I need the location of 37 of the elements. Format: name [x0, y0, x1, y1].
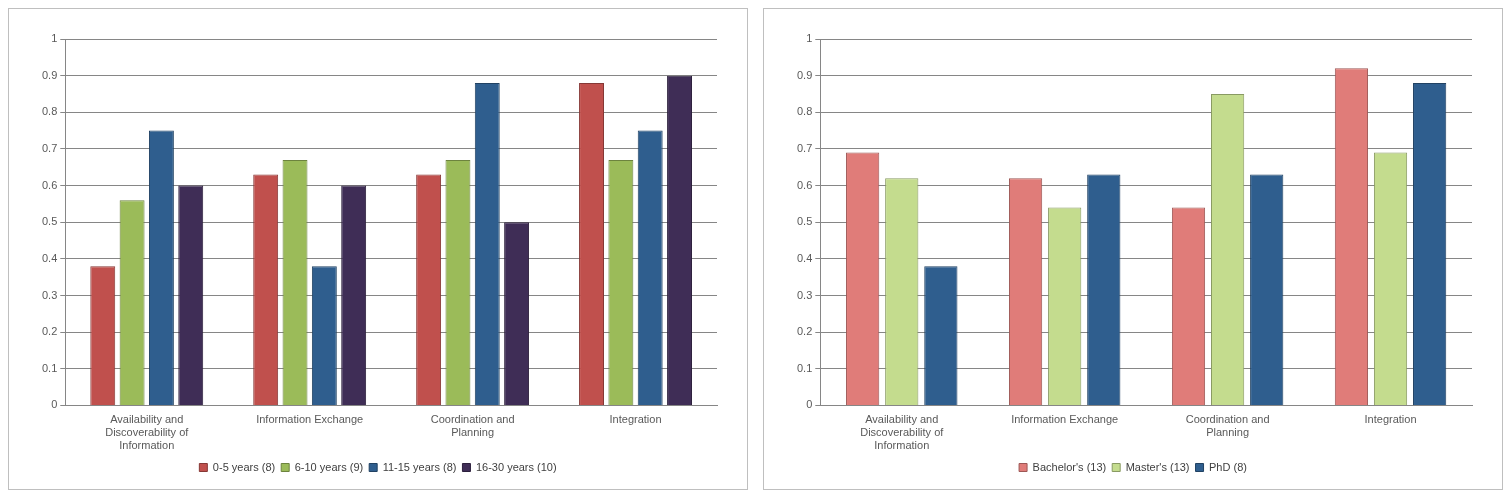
y-tick-label: 0.6 [796, 178, 813, 191]
y-tick-label: 0 [51, 398, 58, 411]
x-tick-label: Information Exchange [256, 413, 364, 426]
x-tick-label: Coordination and Planning [430, 413, 515, 439]
y-tick-label: 0.9 [41, 68, 58, 81]
y-tick-label: 0.3 [796, 288, 813, 301]
y-tick-label: 0.4 [41, 251, 58, 264]
y-tick-label: 0.5 [796, 215, 813, 228]
y-tick-label: 0.4 [796, 251, 813, 264]
y-tick-label: 0.6 [41, 178, 58, 191]
y-tick-label: 1 [51, 32, 58, 45]
x-tick-label: Availability and Discoverability of Information [860, 413, 945, 452]
x-tick-label: Information Exchange [1011, 413, 1119, 426]
y-tick-label: 1 [806, 32, 813, 45]
legend-label: 0-5 years (8) [212, 460, 276, 473]
y-tick-label: 0.7 [796, 141, 813, 154]
x-tick-label: Availability and Discoverability of Information [105, 413, 190, 452]
y-tick-label: 0.3 [41, 288, 58, 301]
y-tick-label: 0.8 [41, 105, 58, 118]
legend-label: 6-10 years (9) [294, 460, 364, 473]
y-tick-label: 0.2 [796, 325, 813, 338]
x-tick-label: Integration [609, 413, 662, 426]
y-tick-label: 0.1 [796, 361, 813, 374]
y-tick-label: 0 [806, 398, 813, 411]
x-tick-label: Coordination and Planning [1185, 413, 1270, 439]
y-tick-label: 0.5 [41, 215, 58, 228]
legend-label: PhD (8) [1209, 460, 1247, 473]
x-tick-label: Integration [1364, 413, 1417, 426]
legend-label: Bachelor's (13) [1032, 460, 1107, 473]
y-tick-label: 0.2 [41, 325, 58, 338]
y-tick-label: 0.8 [796, 105, 813, 118]
y-tick-label: 0.9 [796, 68, 813, 81]
y-tick-label: 0.7 [41, 141, 58, 154]
legend-label: Master's (13) [1125, 460, 1190, 473]
y-tick-label: 0.1 [41, 361, 58, 374]
legend-label: 11-15 years (8) [382, 460, 457, 473]
legend-label: 16-30 years (10) [475, 460, 557, 473]
